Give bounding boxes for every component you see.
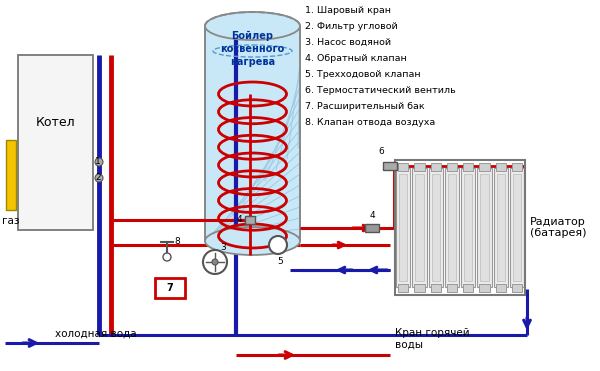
- Text: 5: 5: [277, 257, 283, 266]
- Bar: [155, 278, 185, 298]
- Bar: [414, 163, 425, 171]
- Text: 1. Шаровый кран: 1. Шаровый кран: [305, 6, 391, 15]
- Bar: [480, 174, 488, 281]
- Text: 6: 6: [378, 147, 384, 156]
- Ellipse shape: [205, 12, 300, 40]
- Bar: [463, 163, 473, 171]
- Bar: [245, 216, 255, 224]
- Text: Котел: Котел: [35, 116, 76, 129]
- Text: 8. Клапан отвода воздуха: 8. Клапан отвода воздуха: [305, 118, 435, 127]
- Bar: [428, 168, 443, 287]
- Circle shape: [269, 236, 287, 254]
- Bar: [479, 163, 490, 171]
- Bar: [383, 162, 397, 170]
- Bar: [464, 174, 472, 281]
- Text: 2. Фильтр угловой: 2. Фильтр угловой: [305, 22, 398, 31]
- Circle shape: [212, 259, 218, 265]
- Bar: [477, 168, 491, 287]
- Bar: [513, 174, 521, 281]
- Bar: [18, 55, 93, 230]
- Bar: [448, 174, 456, 281]
- Bar: [398, 284, 408, 292]
- Bar: [415, 174, 424, 281]
- Text: 4. Обратный клапан: 4. Обратный клапан: [305, 54, 407, 63]
- Bar: [496, 284, 506, 292]
- Bar: [461, 168, 475, 287]
- Bar: [395, 160, 525, 295]
- Circle shape: [163, 253, 171, 261]
- Ellipse shape: [205, 227, 300, 255]
- Bar: [398, 163, 408, 171]
- Text: 4: 4: [369, 211, 375, 220]
- Bar: [447, 284, 457, 292]
- Text: Бойлер
косвенного
нагрева: Бойлер косвенного нагрева: [220, 31, 284, 68]
- Bar: [497, 174, 505, 281]
- Circle shape: [95, 174, 103, 182]
- Bar: [479, 284, 490, 292]
- Bar: [445, 168, 459, 287]
- Text: Радиатор
(батарея): Радиатор (батарея): [530, 217, 587, 238]
- Bar: [399, 174, 407, 281]
- Bar: [414, 284, 425, 292]
- Bar: [512, 163, 522, 171]
- Bar: [396, 168, 410, 287]
- Text: газ: газ: [2, 216, 20, 226]
- Text: 6. Термостатический вентиль: 6. Термостатический вентиль: [305, 86, 456, 95]
- Bar: [412, 168, 427, 287]
- Bar: [510, 168, 524, 287]
- Circle shape: [95, 158, 103, 166]
- Text: 5. Трехходовой клапан: 5. Трехходовой клапан: [305, 70, 421, 79]
- Bar: [205, 26, 300, 241]
- Text: холодная вода: холодная вода: [55, 329, 137, 339]
- Bar: [205, 26, 300, 241]
- Bar: [431, 163, 441, 171]
- Text: 7: 7: [167, 283, 173, 293]
- Bar: [496, 163, 506, 171]
- Text: 3: 3: [220, 243, 226, 253]
- Bar: [431, 284, 441, 292]
- Bar: [6, 140, 16, 210]
- Bar: [431, 174, 440, 281]
- Bar: [447, 163, 457, 171]
- Text: 8: 8: [174, 237, 180, 246]
- Bar: [365, 224, 379, 232]
- Text: 1: 1: [95, 158, 101, 167]
- Text: 4: 4: [236, 216, 242, 224]
- Text: 7. Расширительный бак: 7. Расширительный бак: [305, 102, 425, 111]
- Text: Кран горячей
воды: Кран горячей воды: [395, 328, 470, 350]
- Text: 2: 2: [95, 174, 101, 183]
- Circle shape: [203, 250, 227, 274]
- Bar: [512, 284, 522, 292]
- Bar: [493, 168, 508, 287]
- Bar: [463, 284, 473, 292]
- Text: 3. Насос водяной: 3. Насос водяной: [305, 38, 391, 47]
